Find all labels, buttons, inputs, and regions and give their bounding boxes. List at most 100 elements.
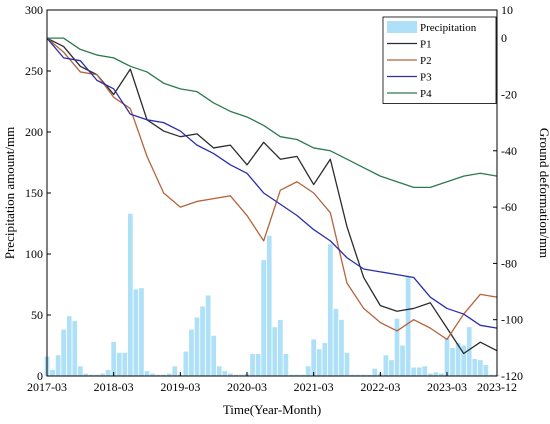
- precipitation-bar: [216, 366, 222, 376]
- precipitation-bar: [105, 369, 111, 376]
- precipitation-bar: [433, 372, 439, 376]
- precipitation-bar: [72, 321, 78, 376]
- legend-label-p2: P2: [420, 55, 432, 67]
- precipitation-bar: [477, 360, 483, 376]
- left-tick-label: 0: [37, 369, 43, 383]
- precipitation-bar: [89, 374, 94, 376]
- precipitation-bar: [250, 354, 255, 376]
- x-tick-label: 2020-03: [227, 380, 267, 394]
- legend-swatch-precipitation: [387, 21, 417, 33]
- precipitation-bar: [322, 343, 328, 376]
- precipitation-bar: [272, 327, 278, 376]
- precipitation-bar: [266, 235, 272, 376]
- precipitation-bar: [194, 317, 200, 376]
- right-tick-label: -100: [501, 313, 523, 327]
- precipitation-bar: [472, 358, 478, 376]
- right-tick-label: -60: [501, 200, 517, 214]
- right-tick-label: 0: [501, 31, 507, 45]
- precipitation-bar: [411, 367, 417, 376]
- precipitation-bar: [394, 318, 400, 376]
- precipitation-bar: [372, 368, 378, 376]
- precipitation-bar: [100, 373, 105, 376]
- left-tick-label: 50: [31, 308, 43, 322]
- precipitation-bar: [405, 275, 411, 376]
- series-line-p2: [46, 37, 498, 341]
- precipitation-bar: [333, 308, 339, 376]
- precipitation-bar: [422, 366, 428, 376]
- precipitation-bar: [227, 373, 233, 376]
- left-tick-label: 150: [25, 186, 43, 200]
- series-line-p3: [46, 37, 498, 329]
- right-axis-ticks: -120 -100 -80 -60 -40 -20 0 10: [493, 3, 523, 383]
- precipitation-bar: [355, 374, 361, 376]
- precipitation-bar: [294, 374, 300, 376]
- precipitation-bar: [389, 360, 394, 376]
- precipitation-bar: [366, 374, 372, 376]
- x-tick-label: 2022-03: [360, 380, 400, 394]
- precipitation-bar: [300, 374, 305, 376]
- right-tick-label: 10: [501, 3, 513, 17]
- series-line-p4: [47, 37, 498, 189]
- precipitation-bar: [277, 319, 283, 376]
- x-tick-label: 2018-03: [94, 380, 134, 394]
- precipitation-bar: [255, 354, 261, 376]
- x-tick-label: 2021-03: [294, 380, 334, 394]
- precipitation-bar: [489, 374, 494, 376]
- precipitation-bar: [339, 319, 344, 376]
- precipitation-bar: [427, 373, 433, 376]
- precipitation-bar: [94, 374, 100, 376]
- x-tick-label: 2023-03: [427, 380, 467, 394]
- precipitation-bar: [61, 329, 67, 376]
- precipitation-bar: [455, 343, 461, 376]
- precipitation-bar: [350, 374, 355, 376]
- precipitation-bar: [361, 374, 367, 376]
- precipitation-bar: [150, 373, 155, 376]
- left-tick-label: 300: [25, 3, 43, 17]
- precipitation-bar: [327, 244, 333, 376]
- right-tick-label: -40: [501, 144, 517, 158]
- precipitation-bar: [116, 352, 122, 376]
- legend-label-precipitation: Precipitation: [420, 22, 477, 34]
- legend: Precipitation P1 P2 P3 P4: [382, 16, 497, 104]
- series-line-p1: [46, 37, 498, 355]
- precipitation-bar: [311, 339, 317, 376]
- x-tick-label: 2017-03: [27, 380, 67, 394]
- precipitation-bar: [461, 345, 467, 376]
- precipitation-bar: [133, 289, 139, 376]
- precipitation-bar: [55, 355, 61, 376]
- legend-label-p4: P4: [420, 88, 432, 100]
- precipitation-bar: [261, 260, 267, 376]
- left-tick-label: 250: [25, 64, 43, 78]
- precipitation-bar: [289, 374, 294, 376]
- legend-label-p1: P1: [420, 39, 432, 51]
- precipitation-bar: [77, 366, 83, 376]
- x-tick-label: 2023-12: [477, 380, 517, 394]
- precipitation-bar: [283, 354, 289, 376]
- precipitation-bar: [211, 335, 217, 376]
- left-tick-label: 200: [25, 125, 43, 139]
- precipitation-bar: [183, 351, 189, 376]
- precipitation-bar: [416, 367, 422, 376]
- x-axis-ticks: 2017-03 2018-03 2019-03 2020-03 2021-03 2022-…: [27, 372, 517, 394]
- precipitation-bar: [439, 373, 444, 376]
- precipitation-bar: [444, 338, 450, 376]
- precipitation-bar: [344, 352, 350, 376]
- right-tick-label: -80: [501, 256, 517, 270]
- deformation-lines: [46, 37, 498, 355]
- left-axis-ticks: 0 50 100 150 200 250 300: [25, 3, 51, 383]
- x-axis-title: Time(Year-Month): [223, 402, 321, 417]
- precipitation-bar: [466, 327, 472, 376]
- precipitation-bar: [316, 349, 322, 376]
- precipitation-bar: [189, 329, 194, 376]
- precipitation-bar: [205, 295, 211, 376]
- left-axis-title: Precipitation amount/mm: [2, 127, 17, 260]
- precipitation-bar: [239, 374, 244, 376]
- x-tick-label: 2019-03: [160, 380, 200, 394]
- precipitation-bar: [172, 366, 178, 376]
- precipitation-bar: [83, 373, 89, 376]
- precipitation-bar: [50, 369, 55, 376]
- right-tick-label: -120: [501, 369, 523, 383]
- precipitation-bar: [400, 345, 405, 376]
- precipitation-bar: [139, 288, 144, 376]
